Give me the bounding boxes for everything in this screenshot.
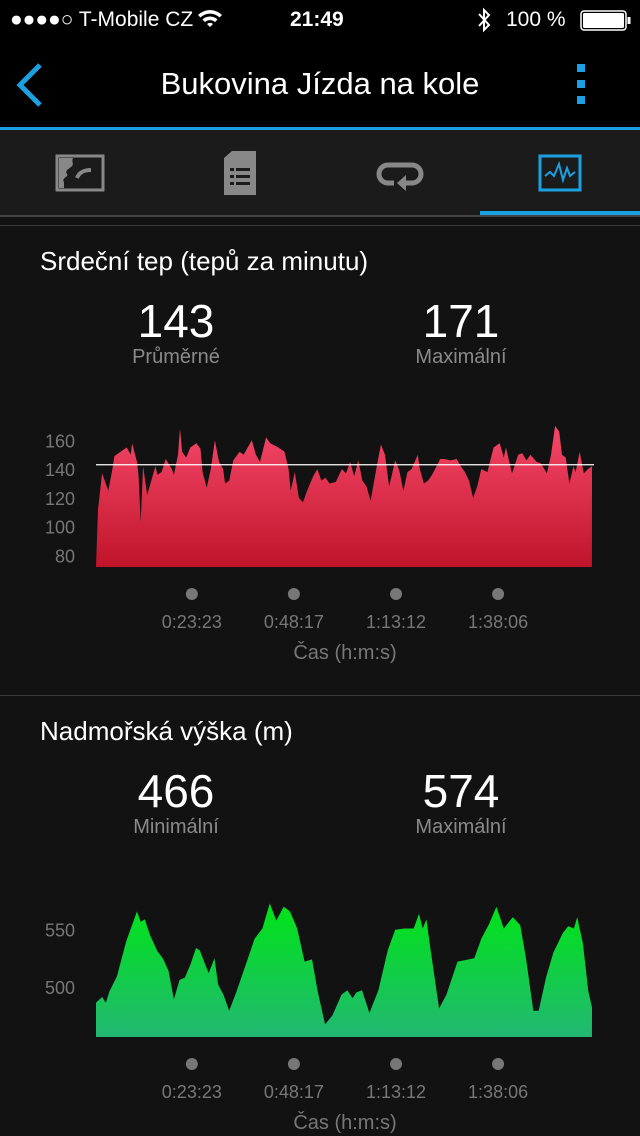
max-hr-stat: 171 Maximální [341, 296, 581, 369]
y-tick-label: 120 [45, 489, 75, 509]
stat-label: Maximální [415, 346, 507, 368]
min-elevation-stat: 466 Minimální [56, 766, 296, 839]
y-tick-label: 100 [45, 518, 75, 538]
tab-bar [0, 130, 640, 217]
y-tick-label: 80 [55, 546, 75, 566]
carrier: ●●●●○ T-Mobile CZ [10, 8, 194, 31]
wifi-icon [196, 6, 224, 36]
chart-icon [538, 154, 582, 191]
divider [0, 695, 640, 696]
y-tick-label: 500 [45, 978, 75, 998]
x-tick-label: 1:38:06 [468, 1082, 528, 1102]
x-tick-dot [492, 588, 505, 600]
area-series [96, 903, 592, 1037]
x-tick-dot [185, 1058, 198, 1070]
x-tick-label: 0:23:23 [162, 1082, 222, 1102]
x-axis-label: Čas (h:m:s) [293, 1111, 396, 1134]
avg-hr-stat: 143 Průměrné [56, 296, 296, 369]
area-series [96, 425, 592, 567]
stat-value: 574 [422, 765, 500, 817]
elevation-chart[interactable]: 500 550 0:23:23 0:48:17 1:13:12 1:38:06 Čas (h… [0, 870, 640, 1136]
laps-icon [376, 162, 424, 191]
back-button[interactable] [12, 62, 46, 113]
y-tick-label: 160 [45, 431, 75, 451]
map-icon [55, 154, 105, 191]
x-tick-dot [492, 1058, 505, 1070]
x-tick-label: 0:48:17 [264, 1082, 324, 1102]
x-tick-dot [390, 588, 403, 600]
stat-label: Minimální [133, 816, 219, 838]
stat-value: 466 [137, 765, 215, 817]
page-title: Bukovina Jízda na kole [160, 66, 480, 101]
stat-value: 143 [137, 295, 215, 347]
x-tick-label: 1:13:12 [366, 612, 426, 632]
nav-bar [0, 40, 640, 128]
x-tick-label: 1:13:12 [366, 1082, 426, 1102]
stat-label: Průměrné [132, 346, 220, 368]
tab-laps[interactable] [320, 130, 480, 215]
chevron-left-icon [16, 63, 42, 107]
header-divider [0, 127, 640, 130]
heart-rate-chart[interactable]: 80 100 120 140 160 0:23:23 0:48:17 1:13:12 1:38:… [0, 400, 640, 675]
y-tick-label: 550 [45, 921, 75, 941]
status-bar: ●●●●○ T-Mobile CZ 21:49 100 % [0, 0, 640, 40]
x-tick-label: 0:48:17 [264, 612, 324, 632]
max-elevation-stat: 574 Maximální [341, 766, 581, 839]
heart-rate-title: Srdeční tep (tepů za minutu) [40, 246, 369, 276]
tab-map[interactable] [0, 130, 160, 215]
stat-label: Maximální [415, 816, 507, 838]
battery-percent: 100 % [506, 8, 566, 31]
tab-details[interactable] [160, 130, 320, 215]
x-tick-dot [185, 588, 198, 600]
stat-value: 171 [422, 295, 500, 347]
x-tick-dot [287, 588, 300, 600]
tab-charts[interactable] [480, 130, 640, 215]
x-tick-label: 0:23:23 [162, 612, 222, 632]
x-tick-dot [287, 1058, 300, 1070]
divider [0, 225, 640, 226]
x-tick-dot [390, 1058, 403, 1070]
x-tick-label: 1:38:06 [468, 612, 528, 632]
document-list-icon [224, 150, 256, 195]
x-axis-label: Čas (h:m:s) [293, 641, 396, 664]
clock: 21:49 [290, 8, 344, 31]
more-menu-button[interactable] [572, 64, 592, 111]
more-vertical-icon [577, 64, 585, 104]
elevation-title: Nadmořská výška (m) [40, 716, 293, 746]
battery-icon [580, 10, 632, 38]
y-tick-label: 140 [45, 460, 75, 480]
bluetooth-icon [476, 7, 492, 39]
